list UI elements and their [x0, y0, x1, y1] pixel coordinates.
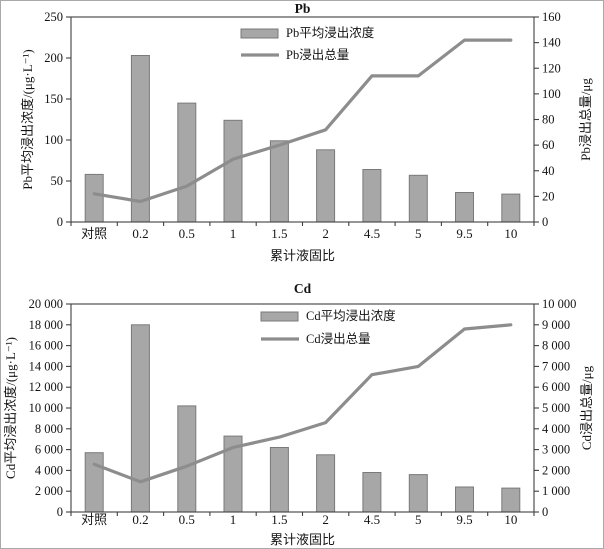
left-tick-label: 10 000 [29, 401, 63, 415]
category-label: 1 [230, 226, 237, 241]
category-label: 5 [415, 226, 422, 241]
left-tick-label: 150 [44, 92, 63, 106]
bar-4.5 [362, 169, 382, 223]
right-tick-label: 6 000 [542, 380, 570, 394]
category-label: 1.5 [271, 226, 287, 241]
category-label: 0.5 [179, 226, 195, 241]
right-axis-title: Cd浸出总量/μg [579, 365, 594, 450]
category-label: 9.5 [456, 512, 472, 527]
x-axis-title: 累计液固比 [270, 532, 335, 547]
left-tick-label: 18 000 [29, 318, 63, 332]
bar-1.5 [269, 140, 289, 223]
bar-10 [501, 193, 521, 223]
left-tick-label: 250 [44, 10, 63, 24]
category-label: 5 [415, 512, 422, 527]
category-label: 0.2 [132, 512, 148, 527]
left-tick-label: 50 [51, 174, 64, 188]
bar-5 [408, 174, 428, 223]
chart-title: Pb [295, 1, 311, 16]
right-tick-label: 60 [542, 138, 555, 152]
bar-0.2 [130, 324, 150, 513]
right-tick-label: 9 000 [542, 318, 570, 332]
right-tick-label: 120 [542, 61, 561, 75]
right-tick-label: 2 000 [542, 463, 570, 477]
total-leached-line [92, 323, 513, 484]
chart-title: Cd [294, 281, 312, 296]
category-label: 9.5 [456, 226, 472, 241]
right-tick-label: 5 000 [542, 401, 570, 415]
bar-9.5 [455, 486, 474, 513]
category-label: 2 [322, 226, 329, 241]
left-tick-label: 200 [44, 51, 63, 65]
category-label: 0.5 [179, 512, 195, 527]
legend-bar-label: Cd平均浸出浓度 [306, 308, 396, 323]
right-tick-label: 3 000 [542, 443, 570, 457]
left-axis-title: Pb平均浸出浓度/(μg·L⁻¹) [20, 49, 35, 190]
legend-bar-label: Pb平均浸出浓度 [286, 25, 375, 40]
right-tick-label: 4 000 [542, 422, 570, 436]
left-tick-label: 4 000 [35, 463, 63, 477]
pb-chart: Pb 0 50 100 150 200 250 0 20 40 60 80 100 120 140 160 对照… [20, 1, 593, 263]
category-label: 2 [322, 512, 329, 527]
bar-10 [501, 487, 521, 513]
right-tick-label: 7 000 [542, 359, 570, 373]
left-tick-label: 20 000 [29, 297, 63, 311]
right-tick-label: 100 [542, 87, 561, 101]
category-label: 10 [504, 226, 517, 241]
category-label: 10 [504, 512, 517, 527]
bar-2 [316, 454, 336, 513]
left-tick-label: 8 000 [35, 422, 63, 436]
right-tick-label: 10 000 [542, 297, 576, 311]
category-label: 对照 [81, 226, 107, 241]
left-tick-label: 16 000 [29, 339, 63, 353]
right-tick-label: 0 [542, 505, 548, 519]
right-tick-label: 8 000 [542, 339, 570, 353]
right-tick-label: 0 [542, 215, 548, 229]
category-label: 0.2 [132, 226, 148, 241]
left-tick-label: 100 [44, 133, 63, 147]
left-tick-label: 0 [57, 215, 63, 229]
bar-4.5 [362, 472, 382, 513]
right-axis-title: Pb浸出总量/μg [578, 78, 593, 161]
category-label: 对照 [81, 512, 107, 527]
bar-0.2 [130, 55, 150, 223]
left-tick-label: 12 000 [29, 380, 63, 394]
bar-对照 [84, 173, 104, 223]
x-axis-title: 累计液固比 [270, 248, 335, 263]
right-tick-label: 140 [542, 36, 561, 50]
left-tick-label: 6 000 [35, 443, 63, 457]
legend-line-label: Cd浸出总量 [306, 332, 371, 346]
right-tick-label: 20 [542, 189, 555, 203]
bar-5 [408, 474, 428, 513]
category-label: 1 [230, 512, 237, 527]
legend-bar-swatch [260, 311, 299, 322]
right-tick-label: 40 [542, 164, 555, 178]
category-label: 4.5 [364, 226, 380, 241]
bar-0.5 [177, 405, 197, 513]
bar-对照 [84, 452, 104, 513]
legend-line-label: Pb浸出总量 [286, 48, 349, 62]
category-label: 4.5 [364, 512, 380, 527]
right-tick-label: 160 [542, 10, 561, 24]
bar-0.5 [177, 102, 197, 223]
left-axis-title: Cd平均浸出浓度/(μg·L⁻¹) [3, 337, 18, 479]
left-tick-label: 14 000 [29, 359, 63, 373]
right-tick-label: 80 [542, 113, 555, 127]
legend-bar-swatch [240, 28, 279, 39]
right-tick-label: 1 000 [542, 484, 570, 498]
left-tick-label: 2 000 [35, 484, 63, 498]
bar-2 [316, 149, 336, 223]
total-leached-line [92, 38, 513, 204]
bar-9.5 [455, 192, 474, 223]
left-tick-label: 0 [57, 505, 63, 519]
category-label: 1.5 [271, 512, 287, 527]
bar-1 [223, 119, 243, 223]
bar-1.5 [269, 447, 289, 513]
